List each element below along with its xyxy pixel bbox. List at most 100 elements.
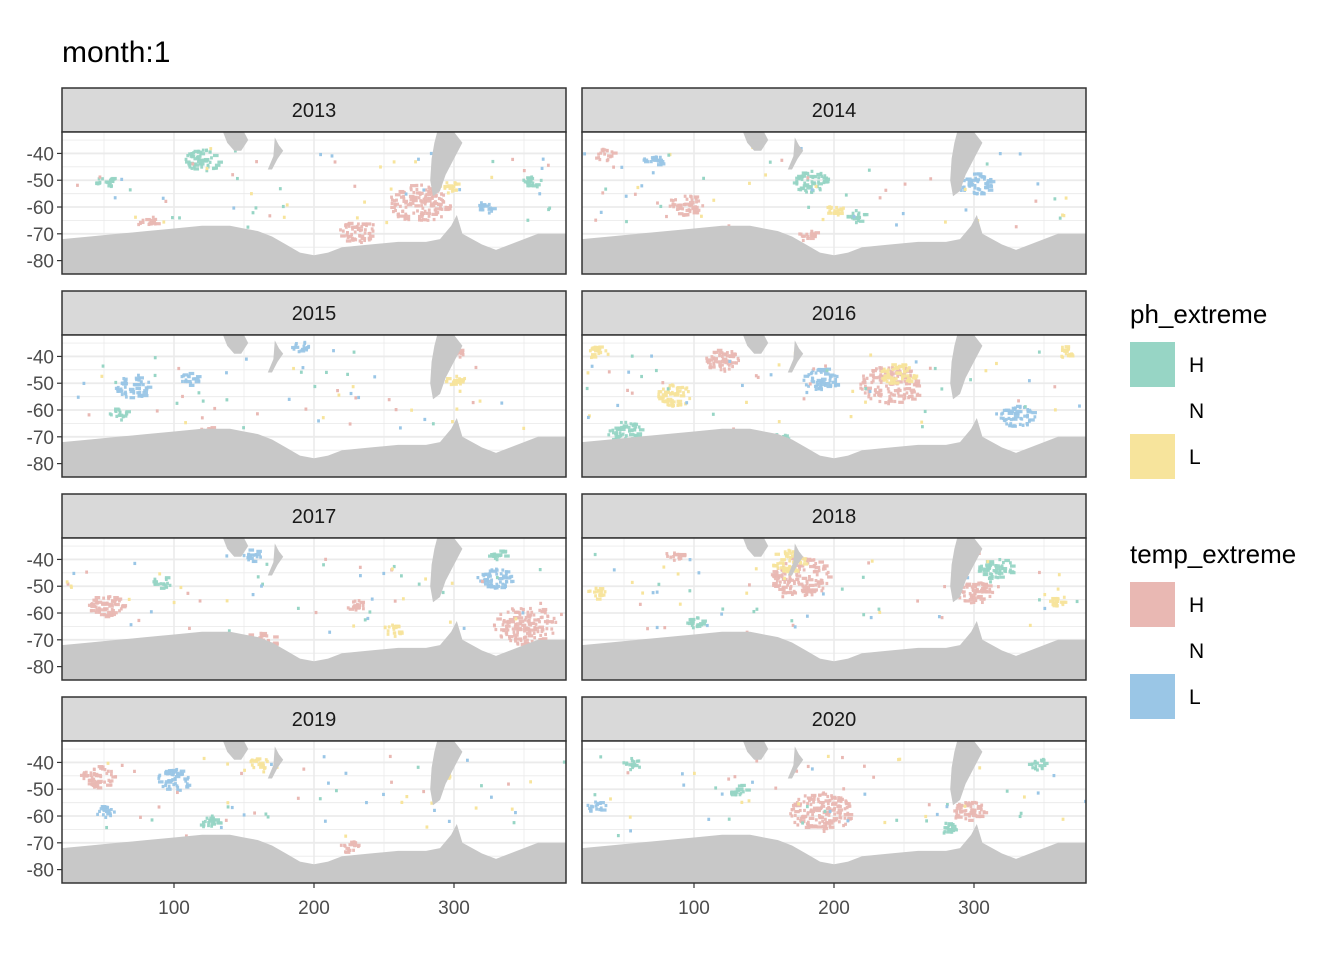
extreme-cell-ph-H [205,816,209,820]
extreme-cell-temp-H [546,619,549,623]
extreme-cell-temp-L [480,208,484,212]
extreme-cell-temp-H [430,187,434,192]
extreme-cell-sparse [826,754,830,759]
extreme-cell-temp-H [958,807,962,811]
extreme-cell-temp-H [683,194,687,198]
extreme-cell-ph-L [891,363,897,367]
extreme-cell-sparse [655,590,659,594]
extreme-cell-sparse [995,361,998,366]
extreme-cell-ph-H [1031,766,1035,770]
extreme-cell-temp-H [805,232,809,236]
extreme-cell-temp-H [519,607,523,611]
extreme-cell-sparse [225,371,228,375]
extreme-cell-ph-H [983,567,990,571]
extreme-cell-temp-H [90,602,96,607]
extreme-cell-ph-L [663,390,667,395]
extreme-cell-temp-H [340,234,346,238]
extreme-cell-temp-H [675,207,679,211]
extreme-cell-ph-L [799,561,803,565]
extreme-cell-ph-H [190,155,194,159]
facet-strip [61,696,567,742]
extreme-cell-temp-H [696,211,700,215]
extreme-cell-temp-H [346,606,350,610]
extreme-cell-ph-H [947,827,953,832]
extreme-cell-temp-L [144,386,148,390]
extreme-cell-ph-L [587,589,591,594]
extreme-cell-temp-H [965,585,969,589]
extreme-cell-sparse [359,574,362,578]
extreme-cell-temp-H [89,609,93,613]
extreme-cell-ph-L [899,371,903,375]
extreme-cell-sparse [712,198,716,202]
extreme-cell-temp-H [536,629,540,634]
x-axis: 100 200 300 [158,883,470,919]
extreme-cell-temp-H [139,221,142,226]
extreme-cell-ph-H [846,215,853,219]
extreme-cell-sparse [466,758,469,762]
extreme-cell-temp-L [124,395,128,399]
extreme-cell-sparse [1053,408,1057,412]
extreme-cell-temp-L [256,549,262,553]
extreme-cell-temp-L [487,202,491,207]
extreme-cell-temp-L [135,386,142,391]
extreme-cell-sparse [790,619,794,623]
extreme-cell-sparse [414,160,417,164]
extreme-cell-temp-H [827,813,831,817]
extreme-cell-temp-L [171,768,178,773]
extreme-cell-temp-H [979,597,986,601]
extreme-cell-temp-H [721,352,728,356]
extreme-cell-temp-H [394,193,401,197]
extreme-cell-sparse [692,771,696,775]
extreme-cell-sparse [808,382,812,386]
extreme-cell-temp-L [180,374,184,379]
extreme-cell-temp-H [367,236,371,240]
extreme-cell-temp-H [822,829,826,833]
extreme-cell-sparse [751,780,754,784]
extreme-cell-sparse [404,192,408,196]
extreme-cell-temp-L [303,340,307,345]
extreme-cell-temp-H [437,202,440,207]
extreme-cell-sparse [1061,817,1065,821]
extreme-cell-temp-H [533,627,537,631]
extreme-cell-temp-H [813,569,817,573]
extreme-cell-ph-H [607,433,611,437]
extreme-cell-sparse [287,397,291,401]
extreme-cell-temp-H [265,634,269,638]
extreme-cell-sparse [462,626,466,630]
extreme-cell-ph-L [393,634,397,638]
extreme-cell-temp-L [594,800,597,804]
extreme-cell-ph-L [459,382,462,386]
extreme-cell-temp-H [719,364,723,369]
extreme-cell-temp-H [351,225,357,229]
extreme-cell-temp-H [888,395,892,399]
extreme-cell-temp-L [482,574,486,578]
extreme-cell-temp-H [805,592,809,596]
extreme-cell-temp-H [960,803,963,808]
extreme-cell-temp-H [829,819,836,823]
y-tick-label: -80 [27,658,54,679]
extreme-cell-temp-H [369,237,373,241]
extreme-cell-ph-L [830,205,833,210]
extreme-cell-temp-L [1004,417,1008,422]
extreme-cell-temp-H [521,623,524,627]
extreme-cell-ph-L [789,565,793,569]
extreme-cell-temp-H [511,627,518,631]
extreme-cell-ph-H [998,572,1001,576]
extreme-cell-temp-H [792,579,796,584]
extreme-cell-temp-H [806,796,813,800]
extreme-cell-temp-H [358,239,362,243]
extreme-cell-temp-L [1013,415,1020,419]
extreme-cell-sparse [281,204,285,209]
extreme-cell-temp-H [885,384,888,388]
extreme-cell-sparse [242,426,245,430]
extreme-cell-ph-H [203,819,207,824]
extreme-cell-sparse [363,200,366,204]
extreme-cell-temp-L [164,771,170,776]
extreme-cell-temp-H [830,797,834,801]
extreme-cell-sparse [895,223,898,227]
extreme-cell-ph-H [629,767,633,772]
extreme-cell-temp-L [164,769,171,774]
extreme-cell-sparse [978,766,982,770]
extreme-cell-temp-H [89,771,93,775]
extreme-cell-sparse [512,821,516,825]
